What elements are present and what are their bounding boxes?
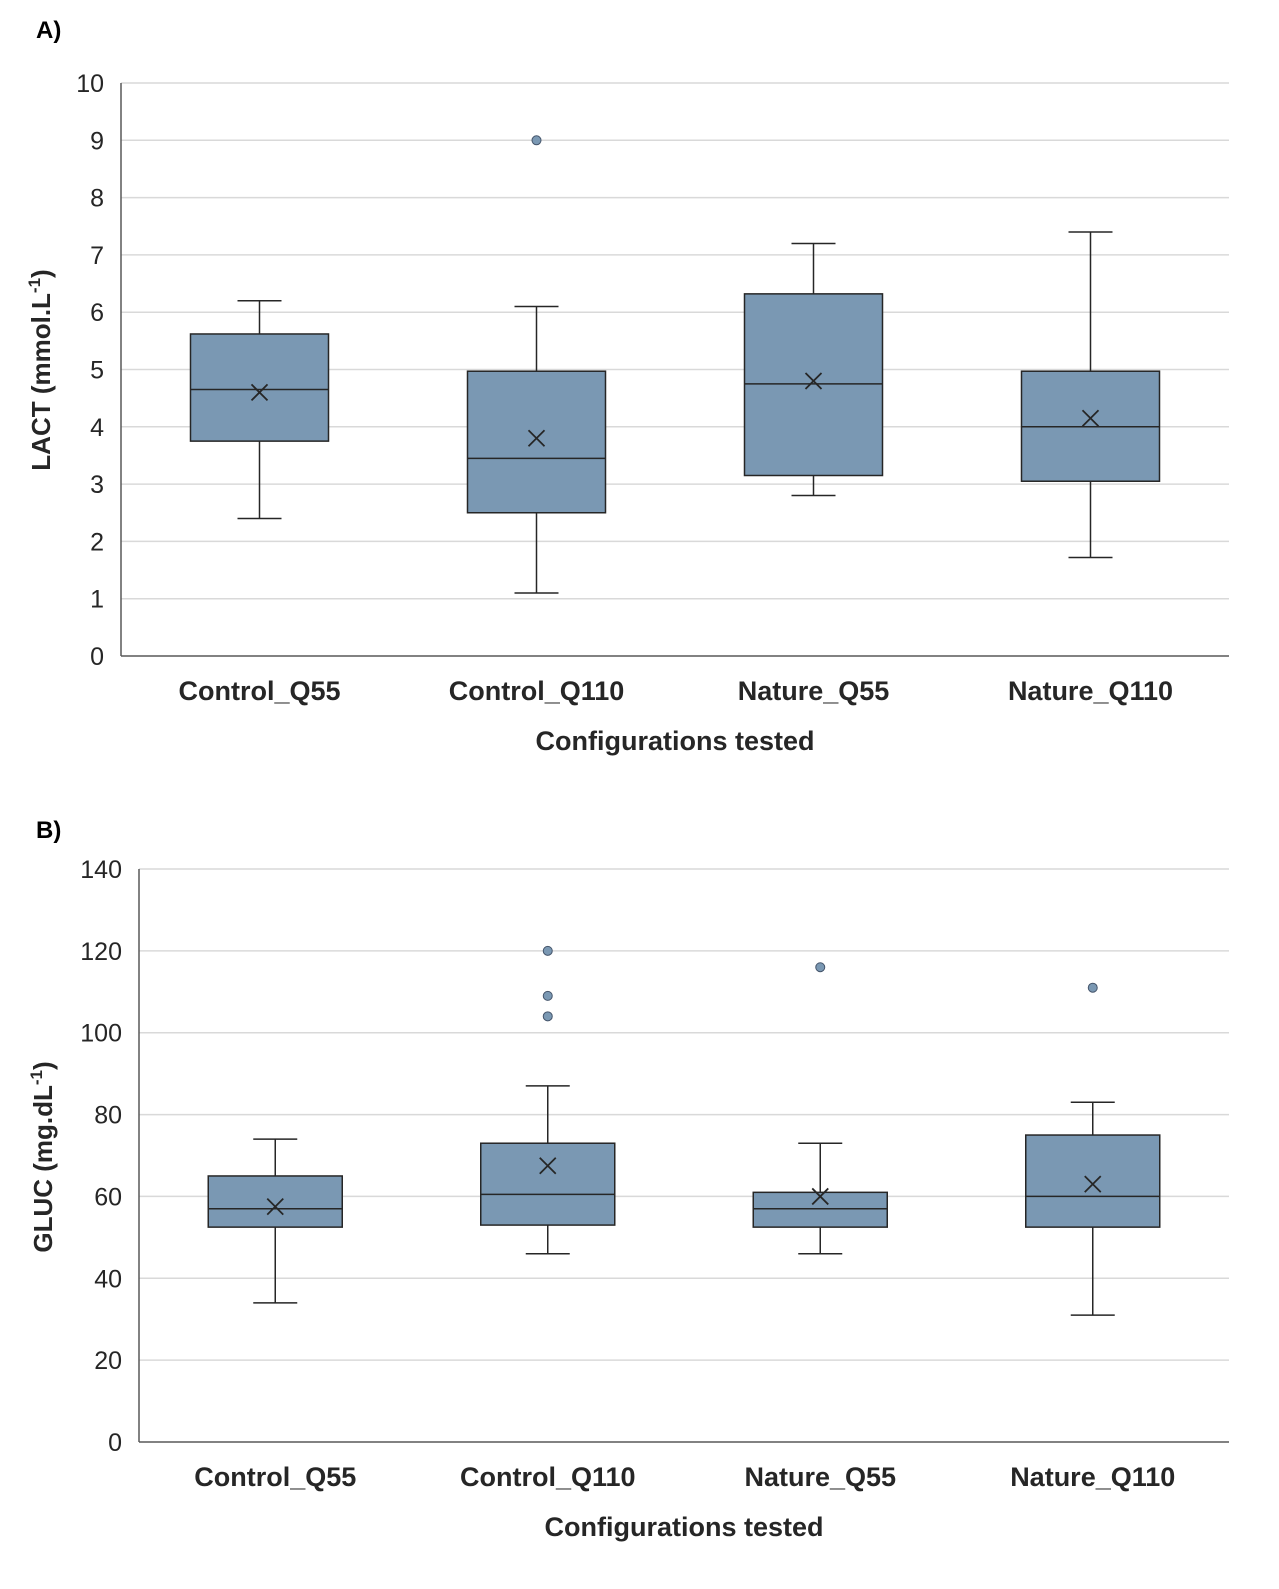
y-axis-title-superscript: -1: [27, 1070, 46, 1085]
box-0: [207, 1138, 343, 1304]
mean-marker: [539, 1157, 557, 1175]
iqr-box: [1025, 1134, 1161, 1228]
category-label: Nature_Q110: [1010, 1462, 1175, 1492]
category-label: Control_Q110: [460, 1462, 636, 1492]
y-tick-label: 0: [108, 1429, 122, 1457]
y-tick-label: 8: [90, 185, 104, 213]
y-tick-label: 2: [90, 528, 104, 556]
x-axis-title: Configurations tested: [544, 1512, 823, 1542]
mean-marker: [804, 372, 823, 390]
outlier-point: [542, 1011, 553, 1022]
y-axis-title-close: ): [26, 269, 56, 278]
y-axis-title-text: GLUC (mg.dL: [28, 1085, 58, 1253]
panel-label: A): [36, 17, 61, 44]
y-tick-label: 4: [90, 414, 104, 442]
y-tick-label: 6: [90, 299, 104, 327]
y-tick-label: 1: [90, 586, 104, 614]
iqr-box: [207, 1175, 343, 1228]
box-2: [743, 242, 884, 497]
y-tick-label: 7: [90, 242, 104, 270]
y-tick-label: 3: [90, 471, 104, 499]
outlier-point: [531, 135, 542, 146]
iqr-box: [189, 333, 330, 442]
iqr-box: [752, 1191, 888, 1228]
gluc-box-plot: B) 0 20 40 60 80 100 120 140 Control_Q55 Control_Q…: [27, 817, 1229, 1542]
iqr-box: [480, 1142, 616, 1226]
outlier-point: [542, 990, 553, 1001]
mean-marker: [250, 383, 269, 402]
y-axis-title-text: LACT (mmol.L: [26, 293, 56, 471]
box-3: [1025, 982, 1161, 1316]
y-tick-label: 9: [90, 127, 104, 155]
box-0: [189, 299, 330, 520]
y-tick-label: 120: [80, 938, 122, 966]
x-axis-title: Configurations tested: [535, 726, 814, 756]
mean-marker: [811, 1187, 829, 1206]
y-tick-label: 140: [80, 856, 122, 884]
outlier-point: [1087, 982, 1098, 993]
category-label: Control_Q110: [449, 676, 625, 706]
y-tick-label: 10: [76, 70, 104, 98]
lact-box-plot: A) 0 1 2 3 4 5 6 7 8 9 10 Control_Q55 Control_Q110 Nat…: [25, 17, 1229, 756]
y-axis-title: LACT (mmol.L-1): [25, 269, 56, 470]
outlier-point: [542, 945, 553, 956]
outlier-point: [815, 962, 826, 973]
y-tick-label: 80: [94, 1102, 122, 1130]
iqr-box: [743, 293, 884, 477]
mean-marker: [527, 429, 546, 447]
y-tick-label: 100: [80, 1020, 122, 1048]
mean-marker: [1084, 1175, 1102, 1193]
y-axis-title-superscript: -1: [25, 278, 44, 293]
y-tick-label: 5: [90, 357, 104, 385]
category-label: Nature_Q55: [738, 676, 890, 706]
iqr-box: [466, 370, 607, 514]
box-3: [1020, 231, 1161, 559]
chart-panel-b: B) 0 20 40 60 80 100 120 140 Control_Q55 Control_Q…: [0, 790, 1279, 1589]
panel-label: B): [36, 817, 61, 844]
box-1: [466, 135, 607, 594]
y-tick-label: 60: [94, 1183, 122, 1211]
category-label: Control_Q55: [194, 1462, 356, 1492]
y-tick-label: 20: [94, 1347, 122, 1375]
mean-marker: [266, 1198, 284, 1216]
category-label: Nature_Q110: [1008, 676, 1173, 706]
box-1: [480, 945, 616, 1255]
mean-marker: [1081, 409, 1100, 427]
chart-panel-a: A) 0 1 2 3 4 5 6 7 8 9 10 Control_Q55 Control_Q110 Nat…: [0, 0, 1279, 790]
box-2: [752, 962, 888, 1255]
y-tick-label: 0: [90, 643, 104, 671]
category-label: Control_Q55: [178, 676, 340, 706]
y-axis-title-close: ): [28, 1061, 58, 1070]
y-tick-label: 40: [94, 1265, 122, 1293]
y-axis-title: GLUC (mg.dL-1): [27, 1061, 58, 1252]
category-label: Nature_Q55: [744, 1462, 896, 1492]
